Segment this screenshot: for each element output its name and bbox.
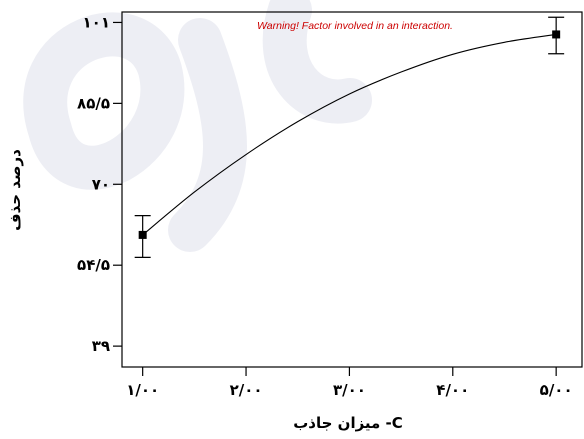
x-tick-label: ۵/۰۰	[540, 381, 573, 399]
x-tick-label: ۳/۰۰	[333, 381, 366, 399]
x-tick-label: ۴/۰۰	[436, 381, 469, 399]
y-tick-label: ۳۹	[92, 337, 110, 355]
chart-annotation: Warning! Factor involved in an interacti…	[257, 20, 453, 32]
y-tick-label: ۵۴/۵	[77, 256, 110, 274]
data-point	[138, 230, 147, 239]
y-tick-label: ۷۰	[92, 175, 110, 193]
y-tick-label: ۸۵/۵	[77, 94, 110, 112]
y-axis-label: درصد حذف	[6, 149, 24, 231]
x-tick-label: ۲/۰۰	[230, 381, 263, 399]
plot-frame	[121, 11, 583, 368]
data-points	[134, 16, 565, 258]
x-axis-label: C- میزان جاذب	[293, 414, 403, 432]
data-point	[552, 30, 561, 39]
y-axis-ticks: ۳۹ ۵۴/۵ ۷۰ ۸۵/۵ ۱۰۱	[77, 13, 122, 355]
x-tick-label: ۱/۰۰	[126, 381, 159, 399]
y-tick-label: ۱۰۱	[83, 13, 110, 31]
fitted-curve	[142, 33, 557, 236]
x-axis-ticks: ۱/۰۰ ۲/۰۰ ۳/۰۰ ۴/۰۰ ۵/۰۰	[126, 367, 573, 399]
